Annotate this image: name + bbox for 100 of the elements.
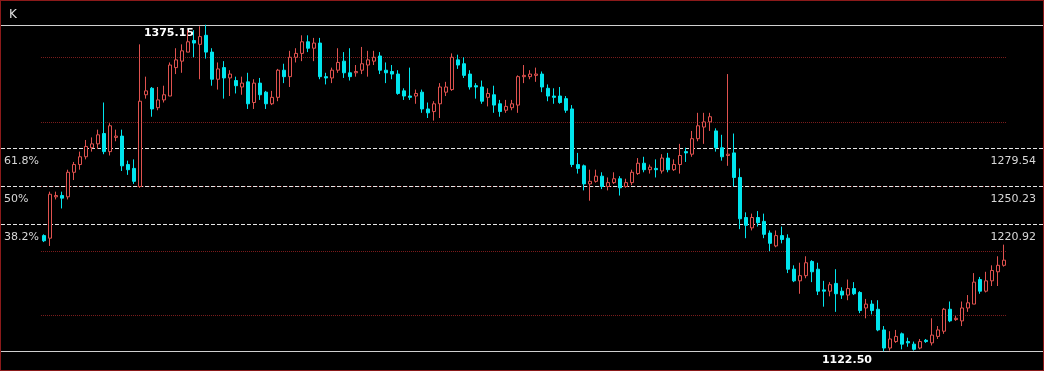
candlestick [942,307,946,335]
candlestick [66,169,70,200]
candlestick [426,102,430,119]
candlestick [336,47,340,74]
candlestick [810,259,814,283]
candlestick [354,64,358,78]
candlestick [696,112,700,142]
candlestick [402,87,406,101]
candlestick [702,112,706,145]
candlestick [768,229,772,252]
candlestick [222,60,226,100]
candlestick [192,29,196,58]
annotation: 50% [4,191,29,205]
candlestick [396,69,400,96]
candlestick [540,70,544,93]
candlestick [600,171,604,190]
candlestick [330,67,334,84]
candlestick [948,301,952,323]
candlestick [282,63,286,84]
candlestick [72,161,76,181]
annotation: 61.8% [4,153,39,167]
ref-line-label: 1279.54 [990,153,1036,167]
candlestick [90,136,94,153]
candlestick [912,341,916,352]
candlestick [294,47,298,63]
candlestick [150,86,154,118]
candlestick [858,290,862,314]
candlestick [228,69,232,97]
candlestick [534,67,538,83]
candlestick [552,87,556,105]
candlestick [390,64,394,80]
candlestick [96,129,100,150]
candlestick [378,51,382,75]
candlestick [684,147,688,163]
candlestick [732,133,736,187]
candlestick [756,210,760,228]
candlestick [372,50,376,66]
candlestick [654,158,658,178]
candlestick [594,169,598,184]
candlestick [60,191,64,209]
candlestick [492,85,496,114]
candlestick [348,47,352,82]
candlestick [318,37,322,80]
candlestick [966,294,970,313]
candlestick [456,54,460,70]
candlestick [204,24,208,60]
candlestick [642,156,646,173]
candlestick [180,43,184,74]
candlestick [678,143,682,175]
candlestick [84,139,88,160]
candlestick [288,50,292,88]
candlestick [906,337,910,348]
candlestick [108,122,112,156]
candlestick [144,76,148,100]
candlestick [138,43,142,189]
candlestick [936,325,940,340]
candlestick [972,272,976,305]
candlestick [1002,244,1006,268]
candlestick [846,279,850,301]
candlestick [816,262,820,296]
candlestick [924,338,928,344]
candlestick [384,61,388,84]
candlestick [132,158,136,185]
candlestick [198,25,202,80]
candlestick [264,90,268,110]
candlestick [546,83,550,102]
candlestick [252,78,256,110]
candlestick [450,52,454,92]
candlestick [216,61,220,91]
candlestick [510,99,514,111]
candlestick [366,50,370,78]
candlestick [636,157,640,176]
candlestick [894,329,898,344]
candlestick [306,34,310,53]
candlestick [648,164,652,175]
candlestick [618,175,622,197]
chart-title: K [9,7,18,21]
candlestick [474,82,478,100]
candlestick [762,213,766,239]
candlestick [738,167,742,230]
candlestick [270,90,274,106]
candlestick [672,158,676,172]
candlestick [876,299,880,332]
candlestick [312,37,316,62]
ref-line-label: 1250.23 [990,191,1036,205]
candlestick [528,69,532,80]
candlestick [342,51,346,79]
candlestick [444,81,448,97]
candlestick [438,82,442,119]
candlestick [720,134,724,162]
candlestick [126,160,130,176]
candlestick [588,169,592,202]
candlestick [774,229,778,248]
candlestick [168,61,172,97]
candlestick [468,69,472,91]
candlestick [882,325,886,352]
candlestick [576,152,580,175]
candlestick [42,233,46,243]
candlestick [726,73,730,167]
candlestick [744,211,748,239]
